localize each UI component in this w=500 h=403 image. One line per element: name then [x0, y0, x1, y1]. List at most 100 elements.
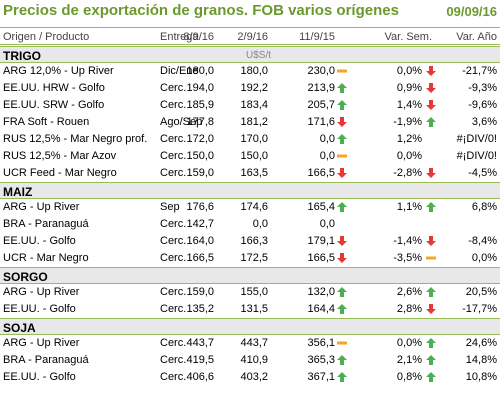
product-name: ARG - Up River: [3, 201, 80, 213]
table-row: RUS 12,5% - Mar Negro prof. Cerc. 172,0 170…: [0, 131, 500, 148]
product-name: ARG - Up River: [3, 286, 80, 298]
down-arrow-icon: [336, 116, 348, 128]
table-row: EE.UU. - Golfo Cerc. 164,0 166,3 179,1 -1,4% -…: [0, 233, 500, 250]
up-arrow-icon: [425, 354, 437, 366]
price-date-1: 142,7: [186, 218, 214, 230]
flat-dash-icon: [336, 150, 348, 162]
product-name: UCR Feed - Mar Negro: [3, 167, 117, 179]
flat-dash-icon: [425, 252, 437, 264]
col-header-delivery: Entrega: [160, 31, 199, 43]
var-year-cell: 6,8%: [471, 201, 497, 213]
section-header-sorgo: SORGO: [0, 267, 500, 284]
table-row: RUS 12,5% - Mar Azov Cerc. 150,0 150,0 0,0 0,…: [0, 148, 500, 165]
price-date-3: 132,0: [307, 286, 335, 298]
section-header-trigo: TRIGO U$S/t: [0, 46, 500, 63]
up-arrow-icon: [336, 82, 348, 94]
var-year-cell: -17,7%: [462, 303, 497, 315]
price-date-1: 159,0: [186, 167, 214, 179]
up-arrow-icon: [336, 371, 348, 383]
var-week-cell: 1,4%: [396, 99, 422, 111]
var-year-cell: 24,6%: [465, 337, 497, 349]
delivery-cell: Dic/Ene: [160, 65, 199, 77]
var-year-cell: 3,6%: [471, 116, 497, 128]
price-date-1: 194,0: [186, 82, 214, 94]
price-date-3: 230,0: [307, 65, 335, 77]
delivery-cell: Cerc.: [160, 218, 187, 230]
table-row: ARG - Up River Sep 176,6 174,6 165,4 1,1% 6,8%: [0, 199, 500, 216]
var-week-cell: -2,8%: [393, 167, 422, 179]
price-date-1: 180,0: [186, 65, 214, 77]
col-header-date-3: 11/9/15: [299, 31, 335, 43]
price-date-2: 192,2: [240, 82, 268, 94]
var-year-cell: 0,0%: [471, 252, 497, 264]
down-arrow-icon: [425, 65, 437, 77]
delivery-cell: Cerc.: [160, 286, 187, 298]
delivery-cell: Cerc.: [160, 99, 187, 111]
col-header-var-year: Var. Año: [456, 31, 497, 43]
var-week-cell: 2,8%: [396, 303, 422, 315]
price-date-1: 176,6: [186, 201, 214, 213]
price-date-2: 403,2: [240, 371, 268, 383]
down-arrow-icon: [425, 99, 437, 111]
down-arrow-icon: [425, 235, 437, 247]
price-date-3: 367,1: [307, 371, 335, 383]
delivery-cell: Cerc.: [160, 235, 187, 247]
price-date-3: 356,1: [307, 337, 335, 349]
var-year-cell: -21,7%: [462, 65, 497, 77]
price-date-1: 177,8: [186, 116, 214, 128]
price-date-2: 155,0: [240, 286, 268, 298]
section-name: TRIGO: [3, 49, 41, 63]
flat-dash-icon: [336, 337, 348, 349]
price-date-2: 0,0: [252, 218, 268, 230]
product-name: BRA - Paranaguá: [3, 218, 89, 230]
table-row: EE.UU. SRW - Golfo Cerc. 185,9 183,4 205,7 1,…: [0, 97, 500, 114]
product-name: EE.UU. SRW - Golfo: [3, 99, 105, 111]
table-row: ARG - Up River Cerc. 159,0 155,0 132,0 2,6% 20…: [0, 284, 500, 301]
table-row: BRA - Paranaguá Cerc. 142,7 0,0 0,0: [0, 216, 500, 233]
price-date-1: 419,5: [186, 354, 214, 366]
up-arrow-icon: [425, 286, 437, 298]
delivery-cell: Cerc.: [160, 82, 187, 94]
var-week-cell: 0,0%: [396, 150, 422, 162]
product-name: BRA - Paranaguá: [3, 354, 89, 366]
price-date-3: 166,5: [307, 252, 335, 264]
flat-dash-icon: [336, 65, 348, 77]
down-arrow-icon: [336, 235, 348, 247]
delivery-cell: Cerc.: [160, 252, 187, 264]
up-arrow-icon: [336, 354, 348, 366]
price-date-2: 174,6: [240, 201, 268, 213]
col-header-date-1: 8/9/16: [183, 31, 214, 43]
price-date-3: 165,4: [307, 201, 335, 213]
product-name: UCR - Mar Negro: [3, 252, 89, 264]
product-name: RUS 12,5% - Mar Negro prof.: [3, 133, 148, 145]
up-arrow-icon: [336, 99, 348, 111]
price-date-2: 166,3: [240, 235, 268, 247]
price-date-2: 163,5: [240, 167, 268, 179]
product-name: EE.UU. - Golfo: [3, 235, 76, 247]
down-arrow-icon: [336, 167, 348, 179]
price-date-3: 171,6: [307, 116, 335, 128]
delivery-cell: Cerc.: [160, 303, 187, 315]
price-date-3: 213,9: [307, 82, 335, 94]
delivery-cell: Ago/Sep: [160, 116, 203, 128]
up-arrow-icon: [425, 337, 437, 349]
section-name: SOJA: [3, 321, 36, 335]
up-arrow-icon: [425, 371, 437, 383]
section-name: MAIZ: [3, 185, 33, 199]
delivery-cell: Cerc.: [160, 133, 187, 145]
var-year-cell: #¡DIV/0!: [456, 150, 497, 162]
price-date-3: 0,0: [319, 133, 335, 145]
var-year-cell: -8,4%: [468, 235, 497, 247]
delivery-cell: Cerc.: [160, 167, 187, 179]
delivery-cell: Cerc.: [160, 150, 187, 162]
price-date-3: 164,4: [307, 303, 335, 315]
table-row: EE.UU. - Golfo Cerc. 135,2 131,5 164,4 2,8% -1…: [0, 301, 500, 318]
price-date-1: 166,5: [186, 252, 214, 264]
table-row: EE.UU. - Golfo Cerc. 406,6 403,2 367,1 0,8% 10…: [0, 369, 500, 386]
var-week-cell: 0,0%: [396, 65, 422, 77]
page-title: Precios de exportación de granos. FOB va…: [3, 2, 399, 19]
var-week-cell: 0,9%: [396, 82, 422, 94]
price-date-3: 179,1: [307, 235, 335, 247]
down-arrow-icon: [425, 82, 437, 94]
table-row: EE.UU. HRW - Golfo Cerc. 194,0 192,2 213,9 0,…: [0, 80, 500, 97]
